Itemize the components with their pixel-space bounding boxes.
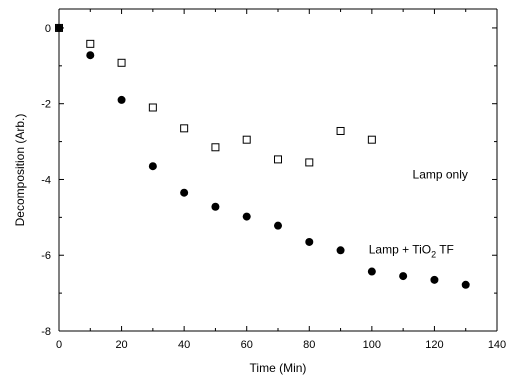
annotation-lamp-tio2-main: Lamp + TiO [369, 242, 431, 256]
axis-ticks [58, 9, 498, 332]
annotation-lamp-only: Lamp only [413, 168, 468, 182]
y-tick-label: -6 [41, 250, 51, 262]
data-point-circle [148, 162, 157, 171]
tick-labels: 0 20 40 60 80 100 120 140 0 -2 -4 -6 -8 [41, 23, 506, 351]
data-point-circle [242, 212, 251, 221]
x-tick-label: 140 [488, 339, 506, 351]
data-point-square [86, 39, 95, 48]
data-point-square [336, 126, 345, 135]
annotation-lamp-tio2: Lamp + TiO2 TF [369, 242, 454, 259]
data-point-circle [399, 272, 408, 281]
x-tick-label: 0 [56, 339, 62, 351]
data-point-square [180, 124, 189, 133]
data-point-circle [336, 246, 345, 255]
x-tick-label: 40 [178, 339, 190, 351]
data-point-circle [117, 95, 126, 104]
data-point-square [242, 135, 251, 144]
y-tick-label: -8 [41, 326, 51, 338]
y-tick-label: -4 [41, 174, 51, 186]
x-tick-label: 80 [303, 339, 315, 351]
data-point-square [367, 135, 376, 144]
data-point-circle [274, 221, 282, 230]
x-tick-label: 60 [241, 339, 253, 351]
y-axis-title: Decomposition (Arb.) [13, 114, 27, 227]
x-tick-label: 100 [363, 339, 381, 351]
data-point-square [305, 158, 314, 167]
data-points [55, 23, 470, 289]
data-point-square [117, 58, 126, 67]
data-point-circle [367, 267, 376, 276]
data-point-circle [86, 51, 95, 60]
y-tick-label: 0 [45, 23, 51, 35]
data-point-circle [430, 275, 439, 284]
data-point-circle [305, 237, 314, 246]
data-point-circle [55, 23, 63, 32]
annotation-lamp-tio2-sub: 2 [431, 249, 436, 259]
annotation-lamp-tio2-tail: TF [436, 242, 454, 256]
x-tick-label: 120 [425, 339, 443, 351]
data-point-circle [211, 202, 220, 211]
x-tick-label: 20 [115, 339, 127, 351]
y-tick-label: -2 [41, 99, 51, 111]
data-point-square [274, 155, 282, 164]
x-axis-title: Time (Min) [250, 361, 307, 375]
data-point-square [211, 143, 220, 152]
data-point-circle [461, 280, 470, 289]
data-point-square [148, 103, 157, 112]
data-point-circle [180, 188, 189, 197]
